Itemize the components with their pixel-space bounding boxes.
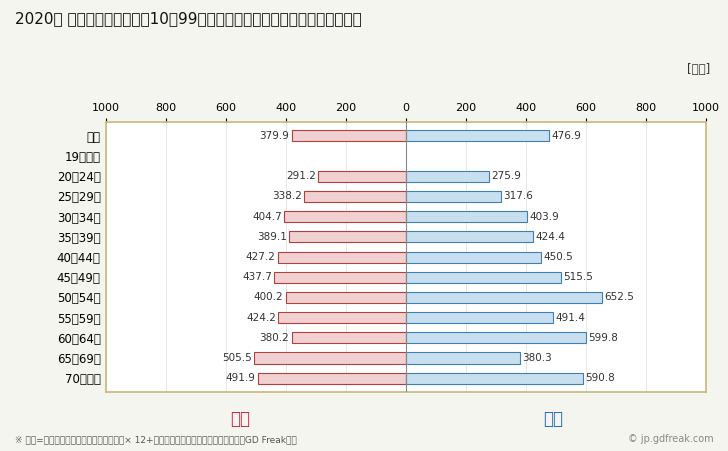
- Bar: [406, 272, 561, 283]
- Text: 476.9: 476.9: [552, 131, 582, 141]
- Bar: [406, 130, 549, 142]
- Bar: [254, 353, 406, 364]
- Bar: [289, 231, 406, 243]
- Text: ※ 年収=「きまって支給する現金給与額」× 12+「年間賞与その他特別給与額」としてGD Freak推計: ※ 年収=「きまって支給する現金給与額」× 12+「年間賞与その他特別給与額」と…: [15, 435, 296, 444]
- Bar: [406, 312, 553, 323]
- Bar: [304, 191, 406, 202]
- Text: 515.5: 515.5: [563, 272, 593, 282]
- Text: 380.2: 380.2: [260, 333, 289, 343]
- Bar: [285, 292, 406, 303]
- Text: 389.1: 389.1: [257, 232, 287, 242]
- Text: 652.5: 652.5: [604, 292, 634, 303]
- Bar: [406, 373, 583, 384]
- Bar: [406, 231, 534, 243]
- Text: 599.8: 599.8: [588, 333, 618, 343]
- Text: 338.2: 338.2: [272, 192, 302, 202]
- Bar: [318, 171, 406, 182]
- Text: 291.2: 291.2: [286, 171, 316, 181]
- Bar: [274, 272, 406, 283]
- Bar: [292, 332, 406, 343]
- Bar: [406, 252, 541, 262]
- Bar: [279, 312, 406, 323]
- Text: 404.7: 404.7: [252, 212, 282, 222]
- Text: 450.5: 450.5: [544, 252, 573, 262]
- Bar: [285, 211, 406, 222]
- Text: 424.2: 424.2: [246, 313, 276, 322]
- Text: 491.4: 491.4: [556, 313, 586, 322]
- Bar: [406, 292, 602, 303]
- Bar: [406, 191, 502, 202]
- Text: 590.8: 590.8: [586, 373, 615, 383]
- Text: 491.9: 491.9: [226, 373, 256, 383]
- Text: 317.6: 317.6: [504, 192, 534, 202]
- Text: 403.9: 403.9: [529, 212, 559, 222]
- Text: © jp.gdfreak.com: © jp.gdfreak.com: [628, 434, 713, 444]
- Bar: [406, 353, 520, 364]
- Text: [万円]: [万円]: [687, 63, 710, 76]
- Text: 424.4: 424.4: [536, 232, 566, 242]
- Text: 女性: 女性: [230, 410, 250, 428]
- Text: 400.2: 400.2: [253, 292, 283, 303]
- Bar: [292, 130, 406, 142]
- Text: 427.2: 427.2: [245, 252, 275, 262]
- Text: 505.5: 505.5: [222, 353, 252, 363]
- Text: 437.7: 437.7: [242, 272, 272, 282]
- Text: 380.3: 380.3: [523, 353, 553, 363]
- Text: 男性: 男性: [543, 410, 563, 428]
- Bar: [258, 373, 406, 384]
- Text: 2020年 民間企業（従業者数10～99人）フルタイム労働者の男女別平均年収: 2020年 民間企業（従業者数10～99人）フルタイム労働者の男女別平均年収: [15, 11, 361, 26]
- Bar: [406, 171, 488, 182]
- Bar: [406, 211, 527, 222]
- Text: 379.9: 379.9: [259, 131, 289, 141]
- Bar: [277, 252, 406, 262]
- Text: 275.9: 275.9: [491, 171, 521, 181]
- Bar: [406, 332, 586, 343]
